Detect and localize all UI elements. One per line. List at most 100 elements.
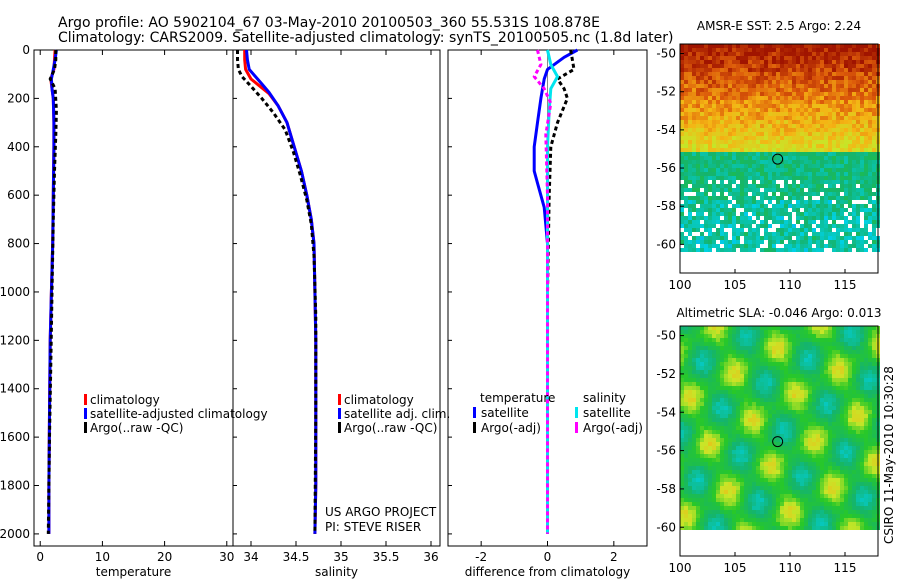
map-cell (848, 458, 852, 462)
map-cell (696, 370, 700, 374)
map-cell (824, 346, 828, 350)
map-cell (700, 446, 704, 450)
map-cell (748, 196, 752, 200)
map-cell (704, 426, 708, 430)
map-cell (844, 184, 848, 188)
map-cell (724, 200, 728, 204)
map-cell (708, 216, 712, 220)
map-cell (804, 394, 808, 398)
map-cell (780, 390, 784, 394)
map-cell (852, 224, 856, 228)
map-cell (680, 454, 684, 458)
map-cell (788, 52, 792, 56)
map-cell (700, 248, 704, 252)
map-cell (728, 188, 732, 192)
map-cell (872, 338, 876, 342)
map-cell (776, 446, 780, 450)
map-cell (744, 80, 748, 84)
map-cell (760, 68, 764, 72)
map-cell (808, 128, 812, 132)
map-cell (848, 330, 852, 334)
map-cell (744, 466, 748, 470)
map-cell (820, 248, 824, 252)
map-cell (780, 136, 784, 140)
map-cell (776, 60, 780, 64)
map-cell (768, 326, 772, 330)
map-cell (700, 370, 704, 374)
map-cell (684, 502, 688, 506)
map-cell (748, 390, 752, 394)
map-cell (840, 212, 844, 216)
map-cell (740, 478, 744, 482)
map-cell (796, 200, 800, 204)
map-cell (832, 232, 836, 236)
map-cell (756, 454, 760, 458)
map-cell (744, 358, 748, 362)
map-cell (828, 378, 832, 382)
map-cell (844, 426, 848, 430)
map-cell (796, 204, 800, 208)
map-cell (692, 84, 696, 88)
map-cell (816, 474, 820, 478)
map-cell (768, 330, 772, 334)
map-cell (720, 498, 724, 502)
map-cell (732, 346, 736, 350)
map-cell (724, 514, 728, 518)
map-cell (708, 240, 712, 244)
map-cell (760, 342, 764, 346)
map-cell (732, 208, 736, 212)
map-cell (784, 354, 788, 358)
map-cell (804, 176, 808, 180)
map-cell (840, 100, 844, 104)
map-cell (860, 390, 864, 394)
map-cell (744, 240, 748, 244)
map-cell (760, 60, 764, 64)
map-cell (700, 334, 704, 338)
legend-label: Argo(..raw -QC) (344, 421, 437, 435)
map-cell (816, 502, 820, 506)
map-cell (772, 354, 776, 358)
map-cell (864, 248, 868, 252)
map-cell (728, 478, 732, 482)
map-cell (852, 48, 856, 52)
map-cell (708, 236, 712, 240)
map-cell (812, 120, 816, 124)
map-cell (796, 140, 800, 144)
map-cell (836, 366, 840, 370)
map-cell (752, 196, 756, 200)
map-cell (824, 128, 828, 132)
map-cell (832, 442, 836, 446)
map-cell (732, 96, 736, 100)
map-cell (740, 180, 744, 184)
map-cell (816, 52, 820, 56)
map-cell (776, 398, 780, 402)
map-cell (700, 236, 704, 240)
map-cell (744, 338, 748, 342)
map-cell (812, 506, 816, 510)
map-cell (744, 418, 748, 422)
ytick-label: 400 (7, 140, 30, 154)
map-cell (852, 236, 856, 240)
map-cell (868, 212, 872, 216)
map-cell (856, 510, 860, 514)
map-cell (692, 446, 696, 450)
map-cell (792, 124, 796, 128)
map-cell (788, 136, 792, 140)
map-cell (740, 418, 744, 422)
plot-frame-salinity (232, 49, 441, 547)
map-cell (728, 350, 732, 354)
map-cell (724, 220, 728, 224)
map-cell (728, 132, 732, 136)
map-cell (812, 164, 816, 168)
map-cell (756, 76, 760, 80)
map-cell (864, 386, 868, 390)
map-cell (772, 486, 776, 490)
map-cell (764, 494, 768, 498)
map-cell (752, 80, 756, 84)
map-cell (744, 176, 748, 180)
map-cell (752, 430, 756, 434)
map-cell (684, 188, 688, 192)
map-cell (844, 510, 848, 514)
map-cell (708, 470, 712, 474)
map-cell (688, 72, 692, 76)
